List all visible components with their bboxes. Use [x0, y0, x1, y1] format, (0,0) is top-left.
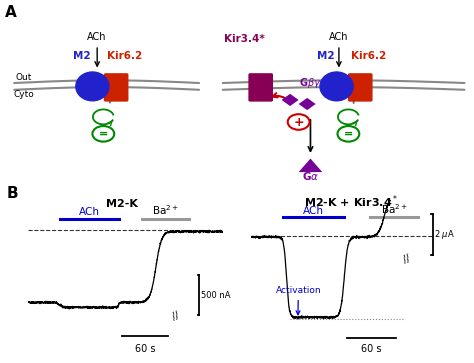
Text: M2: M2	[73, 51, 91, 61]
Text: Ba$^{2+}$: Ba$^{2+}$	[152, 203, 179, 217]
Text: Ba$^{2+}$: Ba$^{2+}$	[381, 202, 408, 216]
Polygon shape	[299, 159, 322, 172]
FancyBboxPatch shape	[248, 73, 273, 102]
Text: +: +	[293, 116, 304, 129]
Text: 60 s: 60 s	[361, 344, 382, 354]
Polygon shape	[299, 98, 316, 110]
Text: M2-K: M2-K	[106, 199, 137, 209]
Text: 2 $\mu$A: 2 $\mu$A	[434, 228, 455, 241]
Text: ACh: ACh	[87, 32, 107, 66]
Polygon shape	[282, 94, 299, 106]
FancyBboxPatch shape	[348, 73, 373, 102]
Text: Kir6.2: Kir6.2	[107, 51, 142, 61]
Text: M2: M2	[317, 51, 335, 61]
FancyBboxPatch shape	[104, 73, 128, 102]
Text: G$\beta\gamma$: G$\beta\gamma$	[299, 76, 322, 90]
Text: B: B	[7, 186, 19, 201]
Text: Kir3.4*: Kir3.4*	[224, 34, 264, 44]
Text: G$\alpha$: G$\alpha$	[302, 170, 319, 182]
Ellipse shape	[76, 72, 109, 101]
Text: =: =	[99, 129, 108, 139]
Text: 60 s: 60 s	[135, 343, 155, 354]
Text: Kir6.2: Kir6.2	[351, 51, 386, 61]
Text: Cyto: Cyto	[13, 90, 34, 99]
Text: =: =	[344, 129, 353, 139]
Text: ACh: ACh	[329, 32, 349, 66]
Text: ACh: ACh	[303, 206, 324, 216]
Text: ACh: ACh	[79, 207, 100, 217]
Text: 500 nA: 500 nA	[201, 291, 230, 300]
Text: Out: Out	[15, 73, 32, 82]
Text: //: //	[402, 253, 411, 265]
Text: M2-K + Kir3.4$^*$: M2-K + Kir3.4$^*$	[304, 194, 398, 210]
Text: Activation: Activation	[275, 286, 321, 315]
Text: //: //	[172, 310, 181, 322]
Text: A: A	[5, 5, 17, 20]
Ellipse shape	[320, 72, 353, 101]
